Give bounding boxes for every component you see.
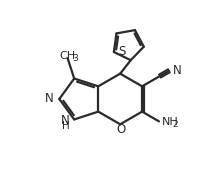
Text: O: O <box>116 123 125 136</box>
Text: N: N <box>61 114 70 127</box>
Text: NH: NH <box>162 117 179 127</box>
Text: H: H <box>62 121 70 131</box>
Text: N: N <box>173 64 182 77</box>
Text: 3: 3 <box>73 54 78 63</box>
Text: S: S <box>118 45 126 58</box>
Text: CH: CH <box>59 51 75 61</box>
Text: 2: 2 <box>172 120 178 129</box>
Text: N: N <box>45 92 54 104</box>
